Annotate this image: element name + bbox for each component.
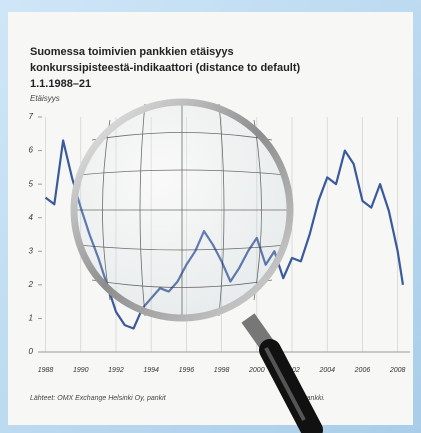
chart-title: 1.1.1988–21 — [30, 78, 91, 90]
y-tick-label: 4 — [29, 213, 34, 222]
subtitle: Etäisyys — [30, 94, 60, 103]
x-tick-label: 1992 — [108, 367, 124, 374]
x-tick-label: 1994 — [143, 367, 159, 374]
y-tick-label: 2 — [28, 280, 34, 289]
x-tick-label: 2000 — [248, 367, 265, 374]
y-tick-label: 0 — [29, 347, 34, 356]
chart: Suomessa toimivien pankkien etäisyys kon… — [0, 0, 421, 433]
y-tick-label: 3 — [29, 246, 34, 255]
x-tick-label: 1988 — [38, 367, 54, 374]
x-tick-label: 1998 — [214, 367, 230, 374]
y-tick-label: 1 — [29, 314, 33, 323]
x-tick-label: 2008 — [389, 367, 406, 374]
y-tick-label: 7 — [29, 112, 34, 121]
source: Lähteet: OMX Exchange Helsinki Oy, panki… — [30, 395, 167, 402]
x-tick-label: 2004 — [318, 367, 335, 374]
x-tick-label: 2006 — [354, 367, 371, 374]
x-tick-label: 1990 — [73, 367, 89, 374]
x-tick-label: 1996 — [179, 367, 195, 374]
chart-title: Suomessa toimivien pankkien etäisyys — [30, 46, 234, 58]
chart-title: konkurssipisteestä-indikaattori (distanc… — [30, 62, 301, 74]
y-tick-label: 6 — [29, 146, 34, 155]
y-tick-label: 5 — [29, 179, 34, 188]
